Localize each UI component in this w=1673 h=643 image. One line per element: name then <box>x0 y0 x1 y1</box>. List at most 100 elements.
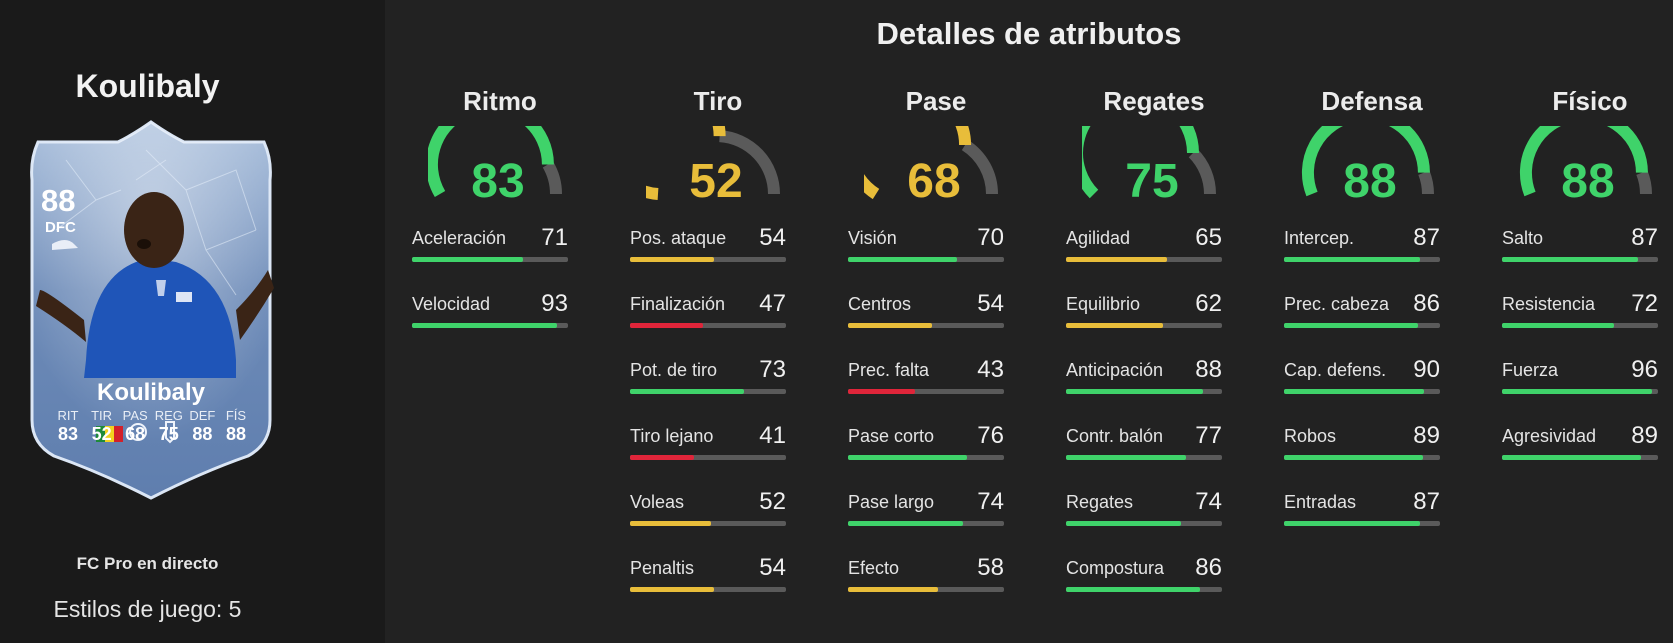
attribute-label: Entradas <box>1284 492 1357 512</box>
playstyles-count[interactable]: Estilos de juego: 5 <box>53 596 242 622</box>
attribute-bar-track <box>1066 455 1222 460</box>
attribute-bar-track <box>1502 257 1658 262</box>
attribute-bar-track <box>630 323 786 328</box>
category-title: Ritmo <box>463 86 537 116</box>
attribute-bar-fill <box>1066 521 1182 526</box>
card-rating: 88 <box>41 183 76 218</box>
gauge-track <box>1188 148 1216 195</box>
club-logo-icon <box>165 421 175 444</box>
senegal-flag-icon <box>96 426 105 442</box>
attribute-bar-track <box>1502 323 1658 328</box>
attribute-label: Intercep. <box>1284 228 1355 248</box>
attribute-bar-track <box>412 257 568 262</box>
category-title: Físico <box>1552 86 1628 116</box>
attribute-row: Salto 87 <box>1502 224 1658 268</box>
card-stat-value: 75 <box>158 424 179 444</box>
attribute-label: Robos <box>1284 426 1337 446</box>
attribute-bar-fill <box>848 389 916 394</box>
card-stat: FÍS 88 <box>220 408 252 445</box>
attribute-bar-track <box>630 257 786 262</box>
card-stat-value: 52 <box>91 424 112 444</box>
attribute-value: 86 <box>1413 290 1440 317</box>
category-gauge <box>428 126 562 198</box>
attribute-label: Tiro lejano <box>630 426 714 446</box>
attribute-bar-track <box>848 455 1004 460</box>
attribute-label: Fuerza <box>1502 360 1559 380</box>
attribute-value: 96 <box>1631 356 1658 383</box>
attribute-row: Agresividad 89 <box>1502 422 1658 466</box>
attribute-bar-fill <box>848 455 967 460</box>
attribute-row: Pot. de tiro 73 <box>630 356 786 400</box>
category-gauge <box>1082 126 1216 199</box>
card-stat-value: 88 <box>192 424 213 444</box>
attribute-bar-track <box>1284 257 1440 262</box>
attribute-bar-track <box>1066 521 1222 526</box>
attribute-label: Contr. balón <box>1066 426 1164 446</box>
attribute-label: Compostura <box>1066 558 1165 578</box>
attribute-value: 74 <box>977 488 1004 515</box>
player-card[interactable] <box>26 120 276 500</box>
attribute-label: Anticipación <box>1066 360 1164 380</box>
attribute-label: Velocidad <box>412 294 491 314</box>
attribute-label: Pos. ataque <box>630 228 727 248</box>
attribute-bar-track <box>630 587 786 592</box>
card-position: DFC <box>45 219 76 236</box>
gauge-track <box>1636 170 1652 195</box>
card-stat-label: PAS <box>122 408 148 423</box>
attribute-value: 70 <box>977 224 1004 251</box>
card-stat-value: 88 <box>225 424 246 444</box>
attribute-label: Aceleración <box>412 228 507 248</box>
attribute-value: 87 <box>1631 224 1658 251</box>
category-gauge <box>1302 126 1434 197</box>
category-value: 88 <box>1343 155 1397 208</box>
attribute-bar-fill <box>848 521 964 526</box>
attribute-bar-track <box>848 587 1004 592</box>
program-label: FC Pro en directo <box>76 554 219 573</box>
attribute-bar-fill <box>1502 389 1652 394</box>
gauge-fill <box>428 126 554 198</box>
card-stat: DEF 88 <box>186 408 218 445</box>
card-stat-label: FÍS <box>225 408 247 423</box>
category-value: 75 <box>1125 155 1179 208</box>
attribute-bar-fill <box>1066 389 1204 394</box>
attribute-bar-track <box>630 455 786 460</box>
attribute-bar-fill <box>1502 257 1638 262</box>
attribute-bar-fill <box>848 587 939 592</box>
attribute-label: Efecto <box>848 558 900 578</box>
attribute-row: Voleas 52 <box>630 488 786 532</box>
attribute-bar-track <box>848 389 1004 394</box>
attribute-label: Prec. cabeza <box>1284 294 1390 314</box>
attribute-row: Pase corto 76 <box>848 422 1004 466</box>
attribute-label: Cap. defens. <box>1284 360 1387 380</box>
gauge-fill <box>1302 126 1430 197</box>
attribute-bar-fill <box>630 257 715 262</box>
attribute-row: Centros 54 <box>848 290 1004 334</box>
attribute-value: 76 <box>977 422 1004 449</box>
category-value: 83 <box>471 155 525 208</box>
attribute-label: Regates <box>1066 492 1134 512</box>
category-title: Tiro <box>693 86 743 116</box>
attribute-value: 41 <box>759 422 786 449</box>
attribute-row: Contr. balón 77 <box>1066 422 1222 466</box>
attribute-bar-fill <box>1284 257 1420 262</box>
attribute-row: Visión 70 <box>848 224 1004 268</box>
attribute-row: Robos 89 <box>1284 422 1440 466</box>
card-stat: RIT 83 <box>52 408 84 445</box>
attribute-value: 87 <box>1413 224 1440 251</box>
boot-icon <box>52 240 78 250</box>
attribute-label: Visión <box>848 228 897 248</box>
category-title: Regates <box>1103 86 1205 116</box>
attribute-value: 89 <box>1413 422 1440 449</box>
card-stat-value: 68 <box>125 424 146 444</box>
category-gauge <box>864 126 998 200</box>
attribute-label: Salto <box>1502 228 1544 248</box>
attribute-bar-fill <box>848 257 958 262</box>
attribute-row: Aceleración 71 <box>412 224 568 268</box>
attribute-value: 87 <box>1413 488 1440 515</box>
attribute-value: 54 <box>759 554 786 581</box>
attribute-bar-track <box>1066 389 1222 394</box>
attribute-bar-track <box>1502 389 1658 394</box>
gauge-fill <box>1520 126 1648 197</box>
attribute-bar-fill <box>630 455 694 460</box>
attribute-row: Prec. cabeza 86 <box>1284 290 1440 334</box>
